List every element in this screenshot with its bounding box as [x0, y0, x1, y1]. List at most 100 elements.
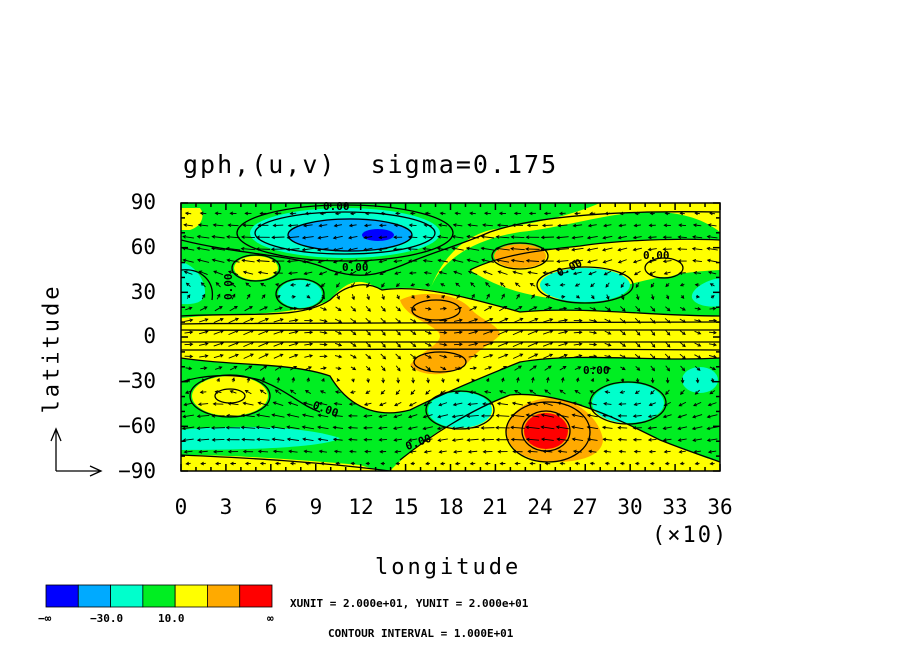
wind-arrow — [256, 413, 270, 418]
x-tick-label: 9 — [309, 495, 323, 519]
wind-arrow — [393, 414, 403, 419]
wind-arrow — [438, 270, 447, 275]
wind-arrow — [619, 330, 626, 336]
contour-label: 0.00 — [222, 274, 235, 301]
colorbar-tick-label: −∞ — [38, 612, 52, 625]
wind-arrow — [469, 306, 478, 311]
wind-arrow — [706, 246, 718, 251]
colorbar-tick-label: ∞ — [267, 612, 274, 625]
wind-arrow — [465, 246, 480, 251]
wind-arrow — [586, 413, 598, 418]
wind-arrow — [680, 377, 685, 384]
wind-arrow — [574, 390, 581, 395]
wind-arrow — [650, 341, 656, 348]
wind-arrow — [335, 330, 343, 335]
wind-arrow — [480, 426, 495, 430]
wind-arrow — [527, 270, 538, 275]
wind-arrow — [378, 235, 388, 240]
wind-arrow — [466, 438, 479, 442]
wind-arrow — [528, 353, 539, 359]
wind-arrow — [200, 282, 206, 288]
wind-arrow — [664, 211, 670, 216]
wind-arrow — [664, 461, 670, 466]
wind-arrow — [647, 414, 657, 419]
wind-arrow — [182, 438, 194, 442]
wind-arrow — [260, 283, 266, 287]
wind-arrow — [692, 235, 703, 239]
wind-arrow — [468, 330, 479, 335]
wind-arrow — [365, 461, 371, 466]
wind-arrow — [302, 223, 313, 228]
wind-arrow — [290, 283, 296, 287]
wind-arrow — [694, 330, 702, 335]
wind-arrow — [572, 271, 582, 276]
wind-arrow — [380, 389, 386, 395]
wind-arrow — [334, 390, 341, 394]
wind-arrow — [334, 354, 343, 359]
wind-arrow — [544, 365, 552, 371]
wind-arrow — [679, 330, 686, 336]
wind-arrow — [380, 365, 386, 372]
wind-arrow — [228, 353, 239, 359]
wind-arrow — [589, 342, 598, 347]
wind-arrow — [231, 293, 236, 300]
colorbar-swatch — [239, 584, 273, 608]
wind-arrow — [270, 425, 285, 430]
wind-arrow — [241, 437, 255, 442]
wind-arrow — [336, 282, 341, 288]
contour-label: 0.00 — [643, 249, 670, 262]
wind-arrow — [571, 235, 584, 240]
wind-arrow — [380, 329, 386, 336]
wind-arrow — [618, 449, 626, 454]
wind-arrow — [603, 449, 612, 454]
wind-arrow — [379, 402, 387, 407]
wind-arrow — [662, 235, 672, 240]
wind-arrow — [245, 282, 251, 288]
wind-arrow — [410, 389, 416, 395]
wind-arrow — [317, 437, 329, 442]
wind-arrow — [319, 342, 328, 347]
wind-arrow — [305, 283, 311, 287]
wind-arrow — [272, 401, 284, 407]
wind-arrow — [467, 270, 478, 276]
wind-arrow — [604, 461, 610, 466]
wind-arrow — [633, 223, 641, 228]
wind-arrow — [410, 365, 416, 372]
wind-arrow — [706, 426, 718, 431]
wind-arrow — [710, 378, 715, 384]
wind-arrow — [244, 306, 253, 312]
wind-arrow — [426, 294, 431, 299]
wind-arrow — [424, 354, 432, 359]
wind-arrow — [695, 377, 700, 384]
wind-arrow — [363, 414, 373, 418]
wind-arrow — [395, 365, 401, 372]
wind-arrow — [183, 270, 193, 275]
wind-arrow — [407, 414, 418, 419]
wind-arrow — [363, 402, 372, 406]
wind-arrow — [573, 330, 583, 335]
wind-arrow — [558, 318, 569, 323]
wind-arrow — [495, 235, 510, 239]
wind-arrow — [242, 270, 254, 275]
wind-arrow — [525, 235, 540, 240]
wind-arrow — [321, 377, 325, 382]
wind-arrow — [680, 389, 685, 395]
wind-arrow — [544, 306, 553, 311]
wind-arrow — [571, 259, 584, 264]
wind-arrow — [617, 437, 627, 442]
wind-arrow — [500, 282, 506, 288]
wind-arrow — [604, 306, 612, 312]
wind-arrow — [647, 235, 657, 240]
wind-arrow — [546, 376, 550, 383]
wind-arrow — [454, 461, 461, 466]
wind-arrow — [586, 247, 599, 252]
wind-arrow — [319, 390, 326, 394]
wind-arrow — [633, 402, 642, 406]
wind-arrow — [381, 294, 385, 301]
wind-arrow — [471, 293, 475, 300]
wind-arrow — [183, 450, 193, 454]
wind-arrow — [228, 317, 240, 324]
wind-arrow — [198, 330, 209, 335]
wind-arrow — [259, 306, 268, 311]
wind-arrow — [706, 258, 718, 263]
